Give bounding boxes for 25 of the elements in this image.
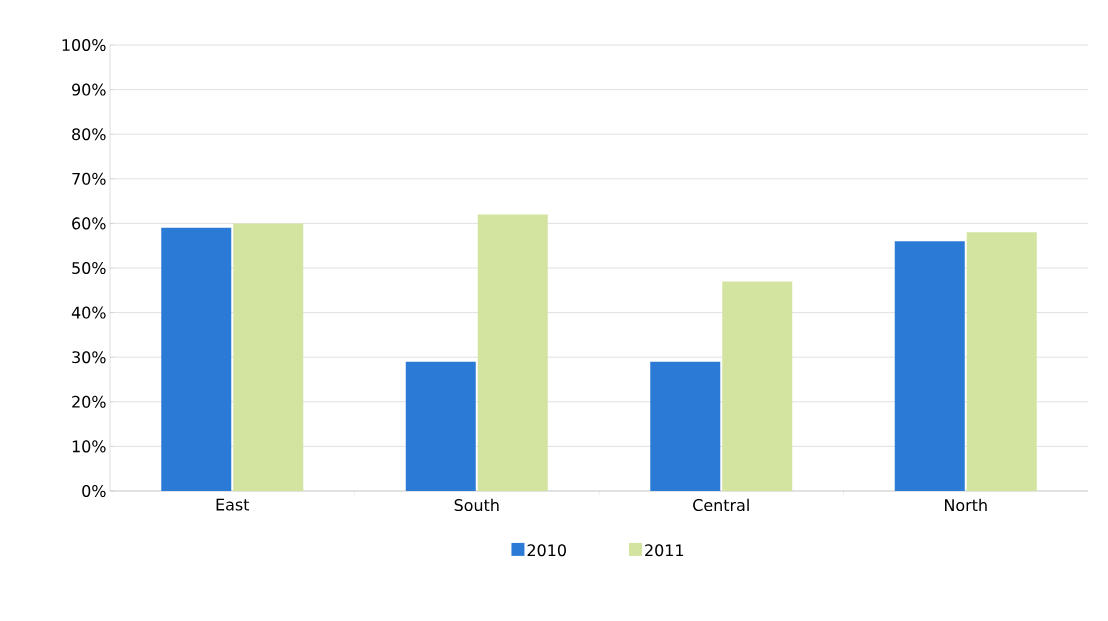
y-tick-label: 80% bbox=[72, 128, 106, 141]
y-tick-label: 30% bbox=[72, 351, 106, 364]
legend-label: 2010 bbox=[527, 544, 566, 557]
bar bbox=[233, 223, 304, 491]
x-tick-label: North bbox=[945, 498, 987, 512]
y-tick-label: 70% bbox=[72, 172, 106, 185]
bar bbox=[477, 214, 548, 491]
x-tick-label: East bbox=[216, 498, 250, 511]
y-tick-label: 100% bbox=[62, 38, 106, 52]
bar bbox=[650, 361, 721, 491]
y-tick-label: 60% bbox=[72, 217, 106, 230]
y-tick-label: 50% bbox=[72, 261, 106, 275]
bar bbox=[405, 361, 476, 491]
y-tick-label: 40% bbox=[71, 306, 106, 319]
y-tick-label: 20% bbox=[72, 395, 106, 408]
bar bbox=[966, 232, 1037, 491]
bar bbox=[894, 241, 965, 491]
x-tick-label: Central bbox=[693, 498, 749, 512]
y-tick-label: 90% bbox=[72, 83, 106, 96]
y-tick-label: 0% bbox=[82, 484, 106, 498]
y-tick-label: 10% bbox=[72, 440, 106, 453]
bar bbox=[722, 281, 793, 491]
x-tick-label: South bbox=[454, 498, 499, 512]
bar bbox=[161, 227, 232, 491]
legend-label: 2011 bbox=[645, 544, 684, 557]
